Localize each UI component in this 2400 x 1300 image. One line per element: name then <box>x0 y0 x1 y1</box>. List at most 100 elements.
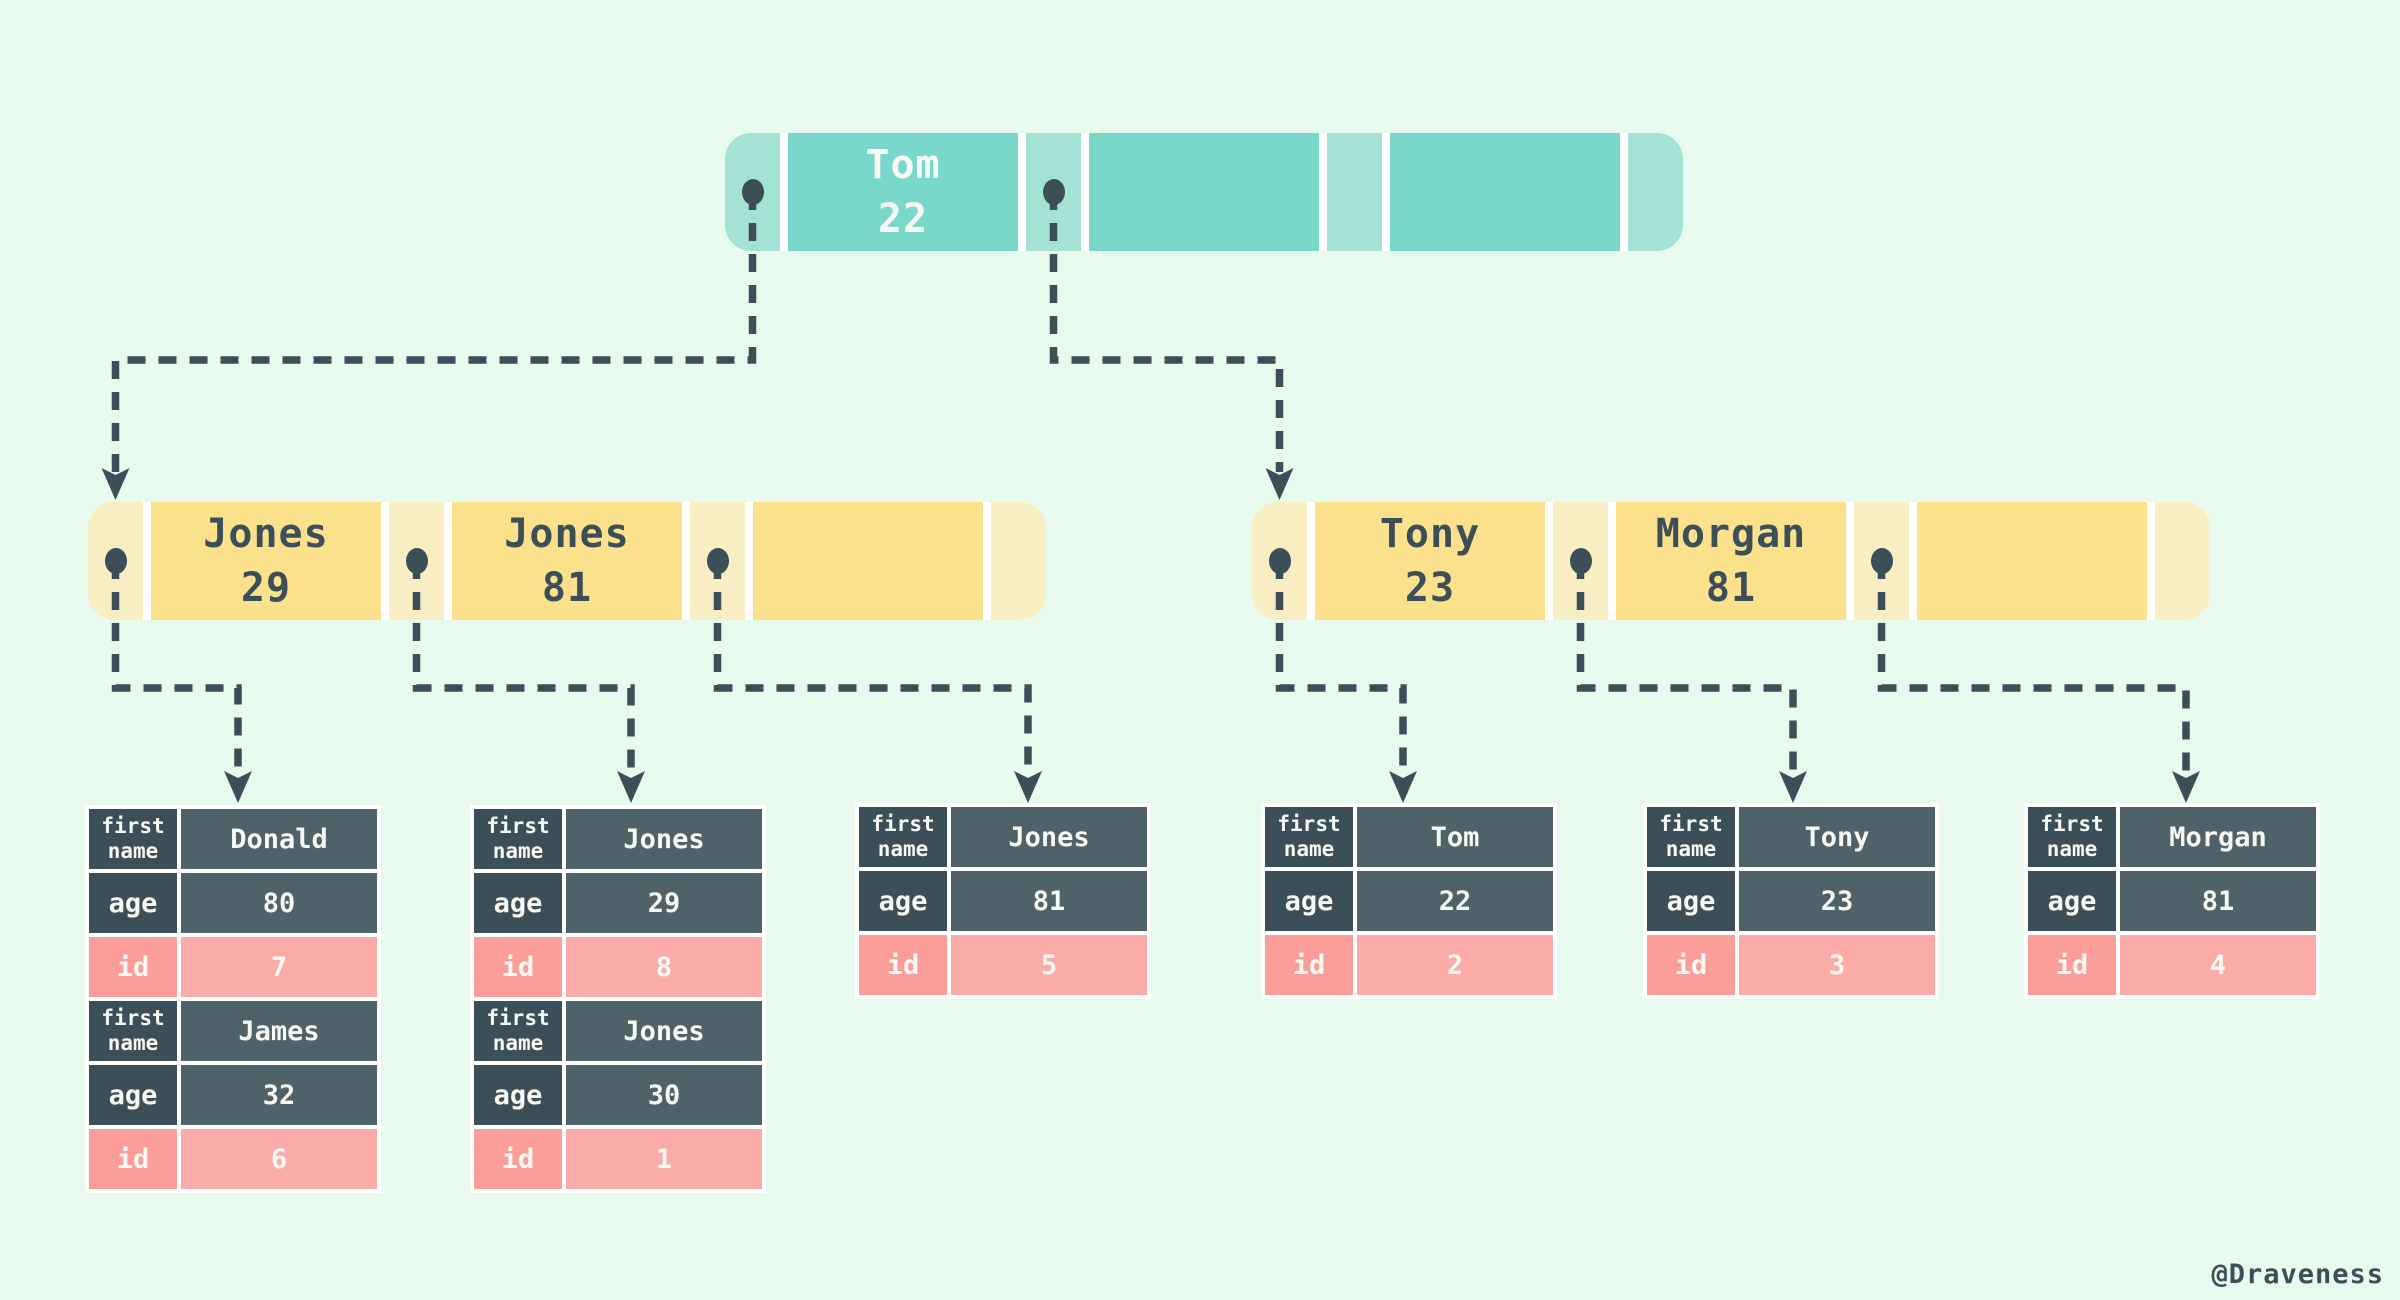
field-label-age: age <box>89 873 177 933</box>
pointer-dot <box>1042 179 1065 205</box>
field-label-age: age <box>1647 871 1735 931</box>
arrowhead-icon <box>224 771 252 803</box>
field-label-id: id <box>89 1129 177 1189</box>
key-name: Tony <box>1379 511 1481 557</box>
pointer-dot <box>1870 548 1893 574</box>
field-value-id: 1 <box>566 1129 762 1189</box>
field-label-age: age <box>474 1065 562 1125</box>
field-label-first-name: first name <box>859 807 947 867</box>
field-label-id: id <box>2028 935 2116 995</box>
arrowhead-icon <box>1389 771 1417 803</box>
record-table-jones-81: first name Jones age 81 id 5 <box>855 803 1151 999</box>
field-value-id: 7 <box>181 937 377 997</box>
field-label-age: age <box>1265 871 1353 931</box>
key-age: 81 <box>1705 565 1757 611</box>
node-key-cell: Jones 29 <box>151 502 381 620</box>
field-value-age: 29 <box>566 873 762 933</box>
node-pointer-cell <box>389 502 444 620</box>
arrowhead-icon <box>1014 771 1042 803</box>
pointer-dot <box>1569 548 1592 574</box>
node-pointer-cell <box>690 502 745 620</box>
field-label-id: id <box>89 937 177 997</box>
field-label-id: id <box>859 935 947 995</box>
node-key-cell: Tom 22 <box>788 133 1018 251</box>
node-key-cell <box>1390 133 1620 251</box>
field-value-id: 5 <box>951 935 1147 995</box>
node-pointer-cell <box>2155 502 2210 620</box>
record-table-jones-jones: first name Jones age 29 id 8 first name Jones ag… <box>470 805 766 1193</box>
field-value-age: 30 <box>566 1065 762 1125</box>
field-value-age: 32 <box>181 1065 377 1125</box>
node-pointer-cell <box>1327 133 1382 251</box>
node-key-cell: Morgan 81 <box>1616 502 1846 620</box>
field-label-id: id <box>1647 935 1735 995</box>
field-label-first-name: first name <box>89 1001 177 1061</box>
field-label-first-name: first name <box>1647 807 1735 867</box>
node-pointer-cell <box>725 133 780 251</box>
node-pointer-cell <box>1252 502 1307 620</box>
watermark: @Draveness <box>2211 1259 2384 1290</box>
node-key-cell: Tony 23 <box>1315 502 1545 620</box>
field-value-id: 2 <box>1357 935 1553 995</box>
key-name: Jones <box>504 511 630 557</box>
btree-leaf-node-1: Jones 29 Jones 81 <box>88 502 1046 620</box>
field-label-first-name: first name <box>2028 807 2116 867</box>
node-pointer-cell <box>1553 502 1608 620</box>
arrowhead-icon <box>101 468 130 500</box>
field-label-id: id <box>474 937 562 997</box>
key-age: 81 <box>541 565 593 611</box>
field-value-id: 4 <box>2120 935 2316 995</box>
record-table-morgan: first name Morgan age 81 id 4 <box>2024 803 2320 999</box>
node-key-cell <box>753 502 983 620</box>
pointer-dot <box>741 179 764 205</box>
field-label-age: age <box>89 1065 177 1125</box>
field-value-id: 6 <box>181 1129 377 1189</box>
field-value-id: 8 <box>566 937 762 997</box>
node-key-cell: Jones 81 <box>452 502 682 620</box>
field-label-first-name: first name <box>1265 807 1353 867</box>
node-pointer-cell <box>1854 502 1909 620</box>
node-pointer-cell <box>1628 133 1683 251</box>
field-value-first-name: Jones <box>566 1001 762 1061</box>
node-key-cell <box>1917 502 2147 620</box>
pointer-dot <box>706 548 729 574</box>
arrowhead-icon <box>1779 771 1807 803</box>
node-pointer-cell <box>88 502 143 620</box>
field-label-id: id <box>474 1129 562 1189</box>
field-value-id: 3 <box>1739 935 1935 995</box>
field-label-id: id <box>1265 935 1353 995</box>
field-label-first-name: first name <box>89 809 177 869</box>
field-value-first-name: James <box>181 1001 377 1061</box>
field-value-first-name: Morgan <box>2120 807 2316 867</box>
field-value-first-name: Donald <box>181 809 377 869</box>
field-value-age: 22 <box>1357 871 1553 931</box>
key-name: Tom <box>865 142 941 188</box>
btree-leaf-node-2: Tony 23 Morgan 81 <box>1252 502 2210 620</box>
field-value-first-name: Tom <box>1357 807 1553 867</box>
field-value-age: 81 <box>951 871 1147 931</box>
field-value-first-name: Jones <box>566 809 762 869</box>
field-value-age: 81 <box>2120 871 2316 931</box>
record-table-donald-james: first name Donald age 80 id 7 first name James a… <box>85 805 381 1193</box>
arrowhead-icon <box>617 771 645 803</box>
field-label-age: age <box>859 871 947 931</box>
field-value-first-name: Tony <box>1739 807 1935 867</box>
record-table-tony: first name Tony age 23 id 3 <box>1643 803 1939 999</box>
btree-root-node: Tom 22 <box>725 133 1683 251</box>
key-name: Jones <box>203 511 329 557</box>
pointer-dot <box>104 548 127 574</box>
arrowhead-icon <box>2172 771 2200 803</box>
key-age: 22 <box>877 196 929 242</box>
connector-root-to-leaf1 <box>111 192 757 472</box>
node-pointer-cell <box>991 502 1046 620</box>
node-key-cell <box>1089 133 1319 251</box>
field-label-age: age <box>474 873 562 933</box>
field-label-first-name: first name <box>474 1001 562 1061</box>
field-value-first-name: Jones <box>951 807 1147 867</box>
key-name: Morgan <box>1655 511 1807 557</box>
pointer-dot <box>1268 548 1291 574</box>
field-label-first-name: first name <box>474 809 562 869</box>
pointer-dot <box>405 548 428 574</box>
key-age: 23 <box>1404 565 1456 611</box>
